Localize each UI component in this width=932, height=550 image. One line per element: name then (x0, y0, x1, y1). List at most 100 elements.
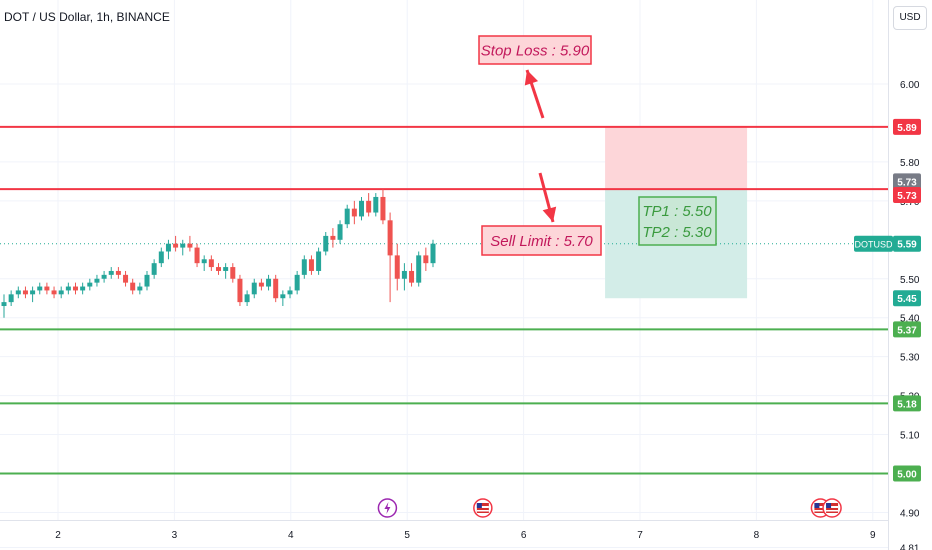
candle[interactable] (323, 235, 329, 252)
candle[interactable] (294, 274, 300, 291)
y-tick-label: 5.50 (900, 275, 920, 286)
candle[interactable] (194, 247, 200, 264)
candle[interactable] (337, 224, 343, 240)
lightning-icon-glyph (384, 502, 391, 514)
candle[interactable] (301, 259, 307, 275)
stop-loss-callout[interactable] (478, 35, 592, 65)
candle[interactable] (223, 267, 229, 271)
price-label-text: 5.89 (897, 123, 917, 134)
candle[interactable] (87, 282, 93, 287)
price-label-badge (893, 187, 921, 204)
us-flag-icon-canton (826, 503, 832, 508)
candle[interactable] (401, 270, 407, 279)
candle[interactable] (58, 290, 64, 295)
candle[interactable] (123, 274, 129, 283)
tp1-text: TP1 : 5.50 (642, 203, 712, 220)
candle[interactable] (8, 294, 14, 303)
candle[interactable] (230, 267, 236, 279)
x-tick-label: 4 (288, 530, 294, 541)
candle[interactable] (15, 290, 21, 295)
candle[interactable] (158, 251, 164, 264)
candle[interactable] (201, 259, 207, 264)
price-label-badge (893, 395, 921, 412)
candle[interactable] (73, 286, 78, 291)
candle[interactable] (137, 286, 143, 291)
candle[interactable] (51, 290, 57, 295)
candle[interactable] (273, 278, 279, 299)
price-label-badge (893, 118, 921, 135)
candle[interactable] (387, 220, 393, 256)
candle[interactable] (351, 208, 357, 217)
us-flag-icon-stripe (826, 510, 839, 512)
candle[interactable] (359, 200, 364, 217)
x-tick-label: 7 (637, 530, 643, 541)
candle[interactable] (108, 270, 114, 275)
candle[interactable] (308, 259, 314, 271)
symbol-price-tag (854, 235, 893, 252)
us-flag-icon-canton (814, 503, 820, 508)
price-label-text: 5.73 (897, 191, 917, 202)
candle[interactable] (151, 263, 157, 275)
candle[interactable] (1, 302, 7, 307)
candle[interactable] (22, 290, 28, 295)
candle[interactable] (251, 282, 257, 295)
candle[interactable] (380, 196, 386, 221)
us-flag-icon-canton (476, 503, 482, 508)
candle[interactable] (216, 267, 221, 271)
candle[interactable] (258, 282, 264, 287)
sell-limit-text: Sell Limit : 5.70 (490, 233, 593, 250)
candle[interactable] (115, 270, 121, 275)
candle[interactable] (187, 243, 193, 248)
symbol-title: DOT / US Dollar, 1h, BINANCE (4, 10, 170, 24)
us-flag-icon-stripe (476, 510, 489, 512)
x-tick-label: 5 (404, 530, 410, 541)
x-tick-label: 6 (521, 530, 527, 541)
candle[interactable] (173, 243, 179, 248)
us-flag-icon-stripe (476, 506, 489, 508)
candle[interactable] (409, 270, 415, 283)
candle[interactable] (30, 290, 36, 295)
candle[interactable] (366, 200, 372, 213)
y-tick-label: 5.40 (900, 314, 920, 325)
candle[interactable] (165, 243, 171, 252)
candle[interactable] (280, 294, 286, 299)
candle[interactable] (101, 274, 107, 279)
candle[interactable] (316, 251, 322, 271)
candle[interactable] (330, 235, 336, 240)
candle[interactable] (287, 290, 293, 295)
candle[interactable] (237, 278, 243, 303)
y-tick-label: 4.81 (900, 544, 920, 550)
price-label-text: 5.73 (897, 177, 917, 188)
y-tick-label: 4.90 (900, 508, 920, 519)
price-label-badge (893, 465, 921, 482)
candle[interactable] (208, 259, 214, 268)
us-flag-icon-stripe (826, 506, 839, 508)
stop-loss-zone[interactable] (605, 126, 748, 190)
candle[interactable] (423, 255, 429, 264)
candle[interactable] (37, 286, 43, 291)
candle[interactable] (180, 243, 186, 248)
candle[interactable] (44, 286, 50, 291)
price-label-badge (893, 290, 921, 307)
candle[interactable] (244, 294, 250, 303)
price-label-badge (893, 173, 921, 190)
price-label-text: 5.45 (897, 294, 917, 305)
take-profit-callout[interactable] (638, 196, 717, 246)
candle[interactable] (266, 278, 272, 287)
sell-limit-callout[interactable] (481, 225, 602, 256)
candle[interactable] (373, 196, 379, 213)
candle[interactable] (94, 278, 100, 283)
candle[interactable] (65, 286, 71, 291)
currency-button[interactable]: USD (893, 6, 927, 30)
candle[interactable] (144, 274, 150, 287)
tp2-text: TP2 : 5.30 (642, 224, 712, 241)
candle[interactable] (430, 243, 436, 264)
candle[interactable] (130, 282, 136, 291)
candle[interactable] (416, 255, 422, 283)
candle[interactable] (394, 255, 400, 279)
candle[interactable] (344, 208, 350, 225)
y-tick-label: 5.10 (900, 431, 920, 442)
candle[interactable] (80, 286, 86, 291)
